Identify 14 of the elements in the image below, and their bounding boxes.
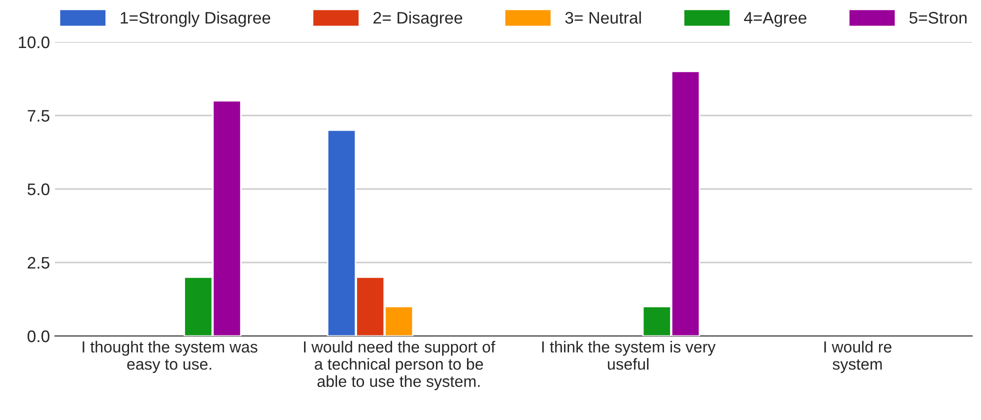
legend-label: 5=Stron [909,12,967,24]
legend-label: 4=Agree [744,12,806,27]
x-tick-label: I would need the support of a technical person to be able to use the system. [304,340,496,390]
x-tick-label: I would re system [824,340,892,373]
legend-label: 3= Neutral [565,11,641,24]
legend-label: 1=Strongly Disagree [120,11,270,27]
legend-label: 2= Disagree [373,11,462,27]
y-tick-label: 10.0 [18,36,50,48]
y-tick-label: 5.0 [28,183,50,196]
y-tick-label: 7.5 [28,110,50,122]
x-tick-label: I thought the system was easy to use. [82,340,258,373]
x-tick-label: I think the system is very useful [542,340,716,370]
y-tick-label: 0.0 [28,330,50,342]
y-tick-label: 2.5 [28,256,50,269]
